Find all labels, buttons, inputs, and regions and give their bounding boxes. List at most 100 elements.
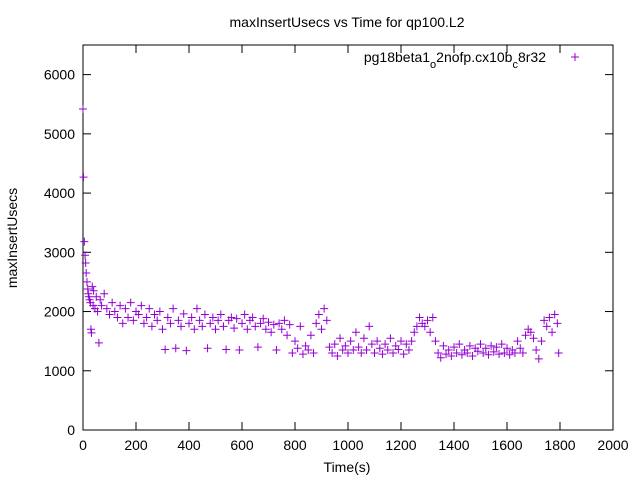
data-point [447, 351, 456, 360]
data-point [190, 325, 199, 334]
data-point [465, 341, 474, 350]
data-point [325, 343, 334, 352]
data-point [222, 345, 231, 354]
data-point [232, 314, 241, 323]
data-point [423, 316, 432, 325]
data-point [468, 351, 477, 360]
data-point [82, 269, 91, 278]
data-point [386, 334, 395, 343]
data-point [113, 313, 122, 322]
data-point [118, 319, 127, 328]
y-tick-label: 3000 [44, 244, 75, 260]
data-series [79, 104, 563, 363]
data-point [399, 350, 408, 359]
x-tick-label: 400 [177, 437, 201, 453]
x-axis: 0 200 400 600 800 1000 1200 1400 1600 1800 2000 [79, 45, 629, 453]
data-point [150, 310, 159, 319]
data-point [110, 307, 119, 316]
data-point [333, 351, 342, 360]
data-point [227, 313, 236, 322]
data-point [291, 337, 299, 346]
data-point [238, 319, 246, 328]
data-point [243, 325, 252, 334]
data-point [88, 282, 97, 291]
y-axis-label: maxInsertUsecs [4, 188, 20, 288]
data-point [349, 346, 358, 355]
data-point [269, 320, 278, 329]
data-point [513, 337, 522, 346]
data-point [338, 346, 347, 355]
data-point [251, 322, 260, 331]
plot-frame [82, 44, 614, 431]
x-tick-label: 1600 [491, 437, 522, 453]
data-point [182, 346, 191, 355]
data-point [383, 346, 392, 355]
data-point [179, 309, 188, 318]
data-point [80, 237, 89, 246]
data-point [354, 343, 363, 352]
data-point [86, 325, 95, 334]
data-point [492, 343, 501, 352]
data-point [309, 349, 318, 357]
data-point [208, 313, 217, 322]
data-point [463, 349, 472, 357]
data-point [479, 349, 488, 357]
data-point [389, 349, 398, 357]
data-point [505, 350, 514, 359]
legend-label-part: 8r32 [518, 49, 546, 65]
data-point [139, 319, 148, 328]
data-point [487, 341, 496, 350]
data-point [540, 316, 549, 325]
data-point [200, 310, 209, 319]
data-point [312, 319, 321, 328]
data-point [450, 343, 458, 352]
chart-title: maxInsertUsecs vs Time for qp100.L2 [230, 14, 465, 30]
x-tick-label: 2000 [597, 437, 628, 453]
data-point [174, 316, 183, 325]
data-point [158, 325, 167, 334]
data-point [177, 322, 186, 331]
data-point [410, 328, 419, 337]
x-axis-label: Time(s) [324, 459, 371, 475]
data-point [280, 316, 289, 325]
data-point [214, 316, 223, 325]
data-point [529, 334, 538, 343]
data-point [394, 345, 403, 354]
data-point [81, 258, 90, 267]
data-point [553, 319, 562, 328]
data-point [431, 337, 440, 346]
data-point [420, 322, 429, 331]
data-point [293, 344, 302, 353]
x-tick-label: 600 [230, 437, 254, 453]
data-point [163, 313, 172, 322]
data-point [272, 346, 281, 355]
data-point [145, 304, 154, 313]
data-point [426, 328, 435, 337]
y-tick-label: 2000 [44, 304, 75, 320]
data-point [296, 322, 305, 331]
data-point [166, 319, 175, 328]
data-point [301, 341, 310, 350]
data-point [126, 298, 135, 307]
y-axis: 0 1000 2000 3000 4000 5000 6000 [44, 67, 613, 438]
data-point [275, 319, 284, 328]
data-point [79, 173, 88, 182]
data-point [248, 313, 257, 322]
y-tick-label: 5000 [44, 126, 75, 142]
data-point [121, 304, 130, 313]
data-point [124, 313, 133, 322]
data-point [503, 344, 511, 353]
data-point [161, 345, 170, 354]
data-point [235, 346, 244, 355]
data-point [102, 304, 111, 313]
y-tick-label: 1000 [44, 363, 75, 379]
data-point [397, 337, 405, 346]
legend-label-part: pg18beta1 [364, 49, 430, 65]
data-point [367, 340, 376, 349]
data-point [322, 316, 331, 325]
data-point [283, 331, 292, 340]
data-point [402, 340, 411, 349]
legend-label-part: 2nofp.cx10b [436, 49, 512, 65]
data-point [195, 316, 204, 325]
data-point [476, 340, 485, 349]
